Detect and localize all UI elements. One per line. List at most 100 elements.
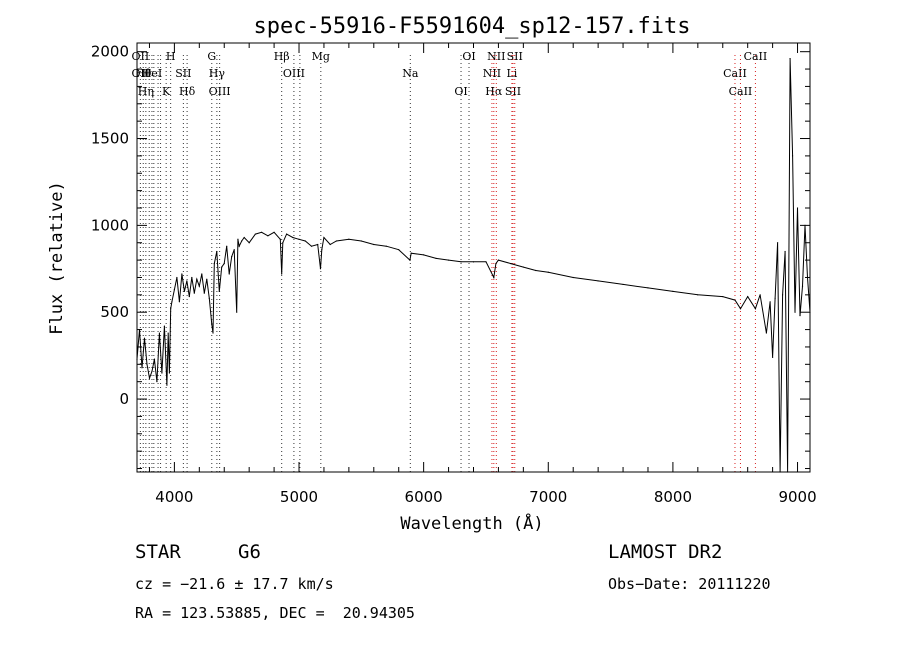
spectrum-point-80 bbox=[493, 276, 495, 279]
spectrum-point-16 bbox=[171, 301, 173, 303]
spectrum-point-59 bbox=[304, 240, 306, 242]
spectrum-point-19 bbox=[178, 301, 180, 303]
line-label-21-0: OI bbox=[462, 50, 475, 63]
spectrum-point-103 bbox=[776, 242, 779, 244]
x-tick-label-3: 7000 bbox=[529, 488, 567, 506]
spectrum-point-95 bbox=[739, 308, 742, 310]
spectrum-point-86 bbox=[547, 271, 549, 273]
spectrum-point-35 bbox=[216, 250, 218, 253]
spectrum-point-113 bbox=[801, 285, 804, 287]
spectrum-point-74 bbox=[423, 254, 425, 256]
y-tick-label-3: 1500 bbox=[91, 130, 129, 148]
x-tick-label-1: 5000 bbox=[280, 488, 318, 506]
spectrum-point-101 bbox=[772, 356, 774, 358]
spectrum-point-49 bbox=[254, 233, 256, 235]
line-label-4-0: HeI bbox=[142, 67, 162, 80]
spectrum-point-42 bbox=[233, 249, 235, 251]
obs-date: Obs−Date: 20111220 bbox=[608, 575, 771, 593]
line-label-10-0: SII bbox=[175, 67, 191, 80]
spectrum-point-14 bbox=[168, 372, 171, 374]
spectrum-point-38 bbox=[223, 262, 225, 265]
spectrum-point-90 bbox=[647, 287, 649, 289]
spectrum-point-70 bbox=[385, 245, 387, 247]
spectrum-point-82 bbox=[497, 259, 500, 261]
spectrum-point-83 bbox=[510, 262, 512, 265]
spectrum-point-60 bbox=[310, 245, 313, 247]
spectrum-point-94 bbox=[734, 299, 736, 301]
spectrum-point-43 bbox=[236, 311, 238, 313]
spectrum-point-20 bbox=[181, 273, 183, 275]
line-label-30-0: CaII bbox=[744, 50, 768, 63]
spectrum-point-47 bbox=[243, 236, 245, 239]
spectrum-point-39 bbox=[226, 245, 228, 247]
spectrum-point-98 bbox=[759, 294, 761, 296]
spectrum-point-111 bbox=[796, 207, 799, 209]
spectrum-point-30 bbox=[206, 278, 208, 280]
spectrum-point-32 bbox=[211, 323, 213, 325]
spectrum-point-55 bbox=[282, 242, 284, 244]
object-class: STAR bbox=[135, 541, 181, 563]
line-label-29-0: CaII bbox=[729, 85, 753, 98]
spectrum-point-45 bbox=[238, 245, 240, 247]
spectrum-point-18 bbox=[176, 276, 178, 279]
spectrum-point-2 bbox=[141, 367, 143, 369]
spectrum-point-56 bbox=[285, 233, 288, 235]
spectrum-point-50 bbox=[261, 231, 263, 233]
line-label-16-0: OIII bbox=[283, 67, 305, 80]
spectrum-point-71 bbox=[398, 249, 400, 251]
spectrum-point-102 bbox=[774, 297, 776, 299]
spectrum-point-92 bbox=[697, 294, 699, 296]
spectrum-point-3 bbox=[143, 337, 146, 339]
y-axis-ticks: 0 500 1000 1500 2000 bbox=[91, 43, 810, 470]
spectrum-point-85 bbox=[535, 269, 537, 272]
line-label-2-0: Hη bbox=[138, 85, 154, 98]
spectrum-point-22 bbox=[186, 280, 188, 282]
spectrum-point-9 bbox=[158, 332, 161, 334]
spectrum-point-108 bbox=[789, 58, 791, 60]
x-tick-label-0: 4000 bbox=[155, 488, 193, 506]
spectrum-point-106 bbox=[784, 250, 786, 253]
spectrum-point-81 bbox=[495, 262, 497, 265]
spectrum-point-96 bbox=[747, 295, 749, 298]
line-label-20-0: OI bbox=[454, 85, 467, 98]
spectrum-point-26 bbox=[196, 278, 198, 280]
spectrum-point-28 bbox=[201, 273, 203, 275]
spectrum-point-64 bbox=[323, 236, 325, 239]
spectrum-point-79 bbox=[485, 261, 487, 263]
y-tick-label-0: 0 bbox=[119, 390, 129, 408]
spectrum-point-6 bbox=[151, 370, 153, 372]
spectrum-point-51 bbox=[267, 235, 269, 237]
spectrum-point-11 bbox=[163, 325, 166, 327]
spectrum-point-41 bbox=[231, 256, 233, 258]
spectrum-point-75 bbox=[435, 257, 437, 259]
spectrum-point-62 bbox=[319, 268, 322, 270]
spectrum-point-100 bbox=[769, 301, 771, 303]
spectrum-point-91 bbox=[672, 290, 674, 292]
spectrum-point-112 bbox=[799, 315, 801, 317]
spectrum-point-58 bbox=[298, 238, 300, 240]
spectrum-point-4 bbox=[146, 363, 148, 365]
spectrum-point-8 bbox=[156, 381, 158, 383]
spectrum-point-29 bbox=[203, 292, 205, 294]
spectral-line-markers: OIIOIIHθHηHeIKHSIIHδGHγOIIIHβOIIIMgNaOIO… bbox=[132, 50, 768, 472]
line-label-0-0: OII bbox=[132, 50, 150, 63]
line-label-12-0: G bbox=[207, 50, 216, 63]
line-label-13-0: Hγ bbox=[209, 67, 226, 80]
x-tick-label-5: 9000 bbox=[778, 488, 816, 506]
spectrum-point-69 bbox=[373, 243, 375, 246]
line-label-9-0: H bbox=[166, 50, 176, 63]
spectrum-point-66 bbox=[335, 240, 338, 242]
spectrum-point-12 bbox=[166, 384, 168, 386]
spectrum-point-109 bbox=[791, 155, 794, 157]
spectrum-point-7 bbox=[153, 358, 156, 360]
line-label-25-0: Li bbox=[506, 67, 517, 80]
survey-name: LAMOST DR2 bbox=[608, 541, 723, 563]
line-label-14-0: OIII bbox=[209, 85, 231, 98]
line-label-28-0: CaII bbox=[723, 67, 747, 80]
x-axis-ticks: 4000 5000 6000 7000 8000 9000 bbox=[148, 43, 817, 506]
chart-title: spec-55916-F5591604_sp12-157.fits bbox=[253, 14, 690, 39]
spectrum-point-36 bbox=[218, 290, 220, 292]
spectrum-point-23 bbox=[188, 295, 190, 298]
spectrum-point-15 bbox=[170, 308, 172, 310]
